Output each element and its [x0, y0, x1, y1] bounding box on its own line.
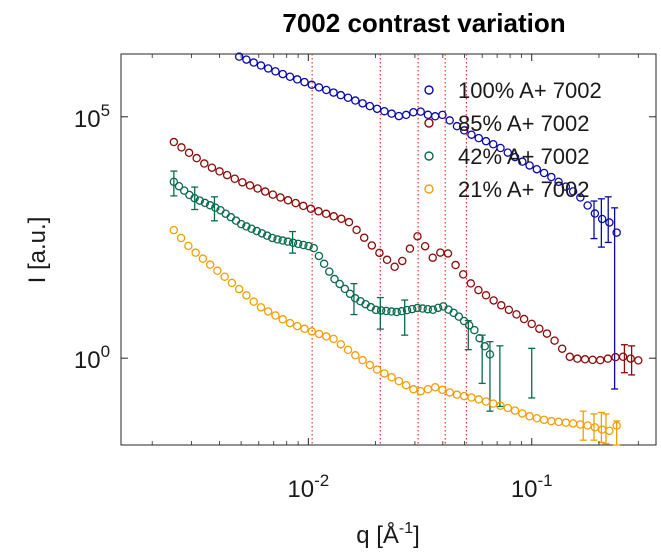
chart-title: 7002 contrast variation: [282, 8, 565, 38]
y-axis-label: I [a.u.]: [24, 217, 51, 284]
legend-label: 42% A+ 7002: [458, 144, 590, 169]
legend-label: 100% A+ 7002: [458, 78, 602, 103]
legend-label: 21% A+ 7002: [458, 177, 590, 202]
x-axis-label-exponent: -1: [399, 520, 413, 537]
legend-label: 85% A+ 7002: [458, 111, 590, 136]
